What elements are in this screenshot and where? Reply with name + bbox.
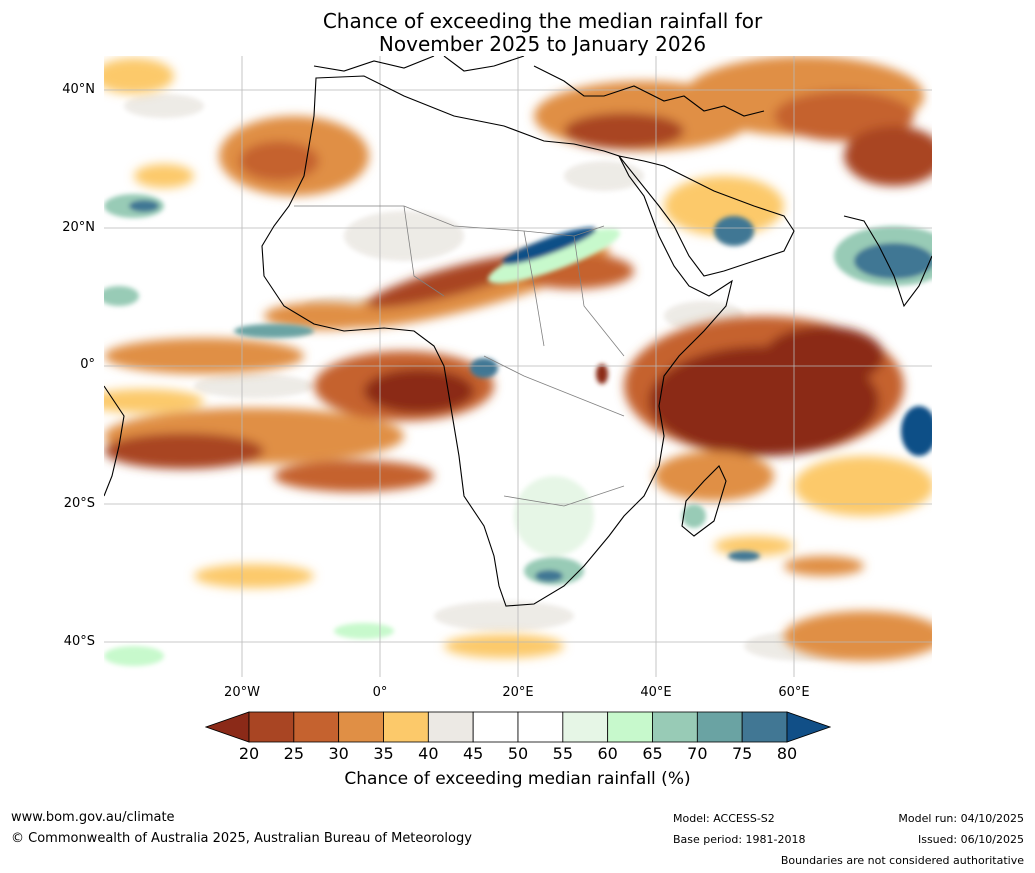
colorbar-bin — [652, 711, 698, 743]
colorbar-tick-label: 70 — [687, 744, 708, 763]
lon-label-40e: 40°E — [640, 685, 672, 700]
colorbar-bin — [741, 711, 788, 743]
coastlines — [104, 56, 932, 607]
footer-issued: Issued: 06/10/2025 — [917, 833, 1024, 846]
title-line-2: November 2025 to January 2026 — [378, 32, 707, 56]
footer-model-run: Model run: 04/10/2025 — [898, 812, 1024, 825]
colorbar-tick-label: 60 — [597, 744, 618, 763]
country-borders — [294, 205, 625, 507]
map-svg — [104, 56, 932, 677]
wet-anomaly-regions — [104, 194, 932, 666]
lon-label-0: 0° — [372, 685, 388, 700]
colorbar-bin — [248, 711, 295, 743]
graticule — [104, 56, 932, 677]
lon-label-20e: 20°E — [502, 685, 534, 700]
colorbar-tick-label: 75 — [731, 744, 753, 763]
colorbar-extend-low — [205, 711, 250, 743]
lon-label-20w: 20°W — [224, 685, 260, 700]
footer-model: Model: ACCESS-S2 — [673, 812, 775, 825]
colorbar-bin — [472, 711, 519, 743]
colorbar-tick-label: 30 — [328, 744, 349, 763]
colorbar-bin — [696, 711, 743, 743]
colorbar-bin — [427, 711, 474, 743]
colorbar-tick-label: 65 — [642, 744, 663, 763]
footer-base-period: Base period: 1981-2018 — [673, 833, 806, 846]
colorbar-tick-label: 45 — [462, 744, 484, 763]
footer-disclaimer: Boundaries are not considered authoritat… — [780, 854, 1024, 867]
lon-label-60e: 60°E — [778, 685, 810, 700]
colorbar-tick-label: 20 — [238, 744, 260, 763]
footer-website[interactable]: www.bom.gov.au/climate — [11, 810, 175, 825]
lat-label-40s: 40°S — [63, 634, 95, 649]
europe-coastline — [313, 56, 765, 117]
footer-copyright: © Commonwealth of Australia 2025, Austra… — [11, 831, 472, 846]
colorbar-tick-label: 80 — [776, 744, 798, 763]
madagascar-coastline — [681, 465, 727, 537]
arabia-coastline — [617, 155, 795, 277]
title-line-1: Chance of exceeding the median rainfall … — [322, 9, 763, 33]
lat-label-0: 0° — [80, 357, 95, 372]
colorbar-tick-label: 35 — [373, 744, 394, 763]
colorbar-bin — [607, 711, 653, 743]
lat-label-20s: 20°S — [63, 496, 95, 511]
africa-coastline — [261, 75, 733, 607]
rainfall-map[interactable] — [104, 56, 932, 677]
colorbar-label: Chance of exceeding median rainfall (%) — [344, 769, 691, 789]
lat-label-40n: 40°N — [62, 82, 95, 97]
chart-title: Chance of exceeding the median rainfall … — [0, 10, 1035, 56]
colorbar-bin — [338, 711, 384, 743]
colorbar-tick-label: 50 — [507, 744, 529, 763]
colorbar-bin — [517, 711, 564, 743]
colorbar-bin — [293, 711, 340, 743]
colorbar-tick-label: 40 — [418, 744, 439, 763]
colorbar — [205, 711, 831, 743]
colorbar-bin — [562, 711, 609, 743]
lat-label-20n: 20°N — [62, 220, 95, 235]
colorbar-tick-label: 25 — [283, 744, 304, 763]
colorbar-extend-high — [786, 711, 831, 743]
india-coastline — [843, 215, 932, 308]
south-america-coastline — [104, 385, 125, 497]
colorbar-tick-label: 55 — [552, 744, 573, 763]
colorbar-bin — [383, 711, 429, 743]
